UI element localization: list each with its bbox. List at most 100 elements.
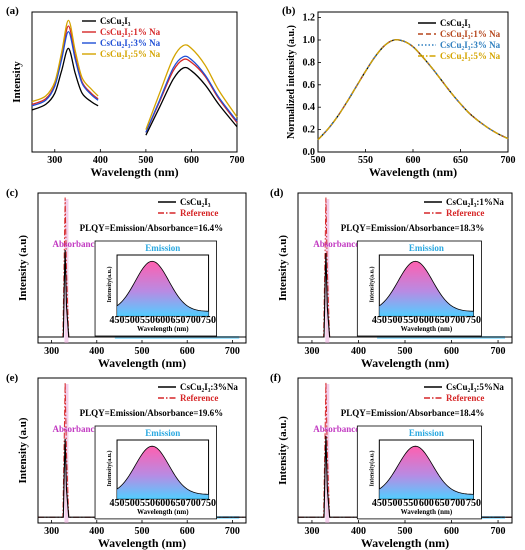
y-tick-label: 1.0 <box>303 35 316 46</box>
legend-entry: CsCu₂I₃:3%Na <box>180 382 238 392</box>
series-line-2 <box>31 30 99 107</box>
x-tick-label: 600 <box>444 526 459 537</box>
emission-curve <box>379 445 474 495</box>
legend-entry: Reference <box>446 208 484 218</box>
inset-x-tick-label: 750 <box>201 498 216 509</box>
panel-label: (d) <box>270 187 284 199</box>
series-line-3 <box>31 19 99 103</box>
legend-entry: CsCu₂I₃ <box>100 16 131 26</box>
legend-entry: CsCu₂I₃ <box>440 18 471 28</box>
x-tick-label: 300 <box>304 346 319 357</box>
x-tick-label: 500 <box>398 526 413 537</box>
x-tick-label: 300 <box>304 526 319 537</box>
x-tick-label: 300 <box>47 155 62 166</box>
inset-x-axis-title: Wavelength (nm) <box>401 325 453 333</box>
emission-fill <box>379 446 474 499</box>
inset-y-axis-title: Intensity(a.u.) <box>106 450 113 486</box>
x-axis-title: Wavelength (nm) <box>369 165 457 179</box>
inset-x-axis-title: Wavelength (nm) <box>401 508 453 516</box>
x-tick-label: 700 <box>225 346 240 357</box>
x-axis-title: Wavelength (nm) <box>98 536 186 550</box>
series-line-3 <box>317 39 509 141</box>
inset-y-axis-title: Intensity(a.u.) <box>368 450 375 486</box>
x-tick-label: 500 <box>398 346 413 357</box>
inset-x-tick-label: 750 <box>201 315 216 326</box>
inset-x-tick-label: 450 <box>110 315 125 326</box>
inset-x-tick-label: 500 <box>388 315 403 326</box>
legend-entry: CsCu₂I₃:1%Na <box>446 197 504 207</box>
inset-x-tick-label: 650 <box>435 498 450 509</box>
plqy-text: PLQY=Emission/Absorbance=19.6% <box>80 408 224 418</box>
x-tick-label: 400 <box>89 526 104 537</box>
legend-entry: Reference <box>180 393 218 403</box>
emission-label: Emission <box>409 243 444 253</box>
x-tick-label: 400 <box>351 346 366 357</box>
inset-x-tick-label: 750 <box>466 315 481 326</box>
plqy-text: PLQY=Emission/Absorbance=18.4% <box>341 408 485 418</box>
series-line-1 <box>31 25 99 106</box>
inset: Emission 450 500 550 600 650 700 750 Wavelength … <box>94 240 217 337</box>
y-axis-title: Intensity (a.u.) <box>277 416 289 485</box>
y-tick-label: 0.4 <box>303 102 316 113</box>
y-axis-title: Intensity (a.u) <box>17 235 29 301</box>
x-tick-label: 550 <box>358 155 373 166</box>
series-line-2 <box>145 55 238 133</box>
emission-curve <box>116 260 209 312</box>
absorbance-label: Absorbance <box>313 239 359 249</box>
x-axis-title: Wavelength (nm) <box>98 356 186 370</box>
y-tick-label: 0.0 <box>303 147 316 158</box>
emission-fill <box>117 446 209 499</box>
x-tick-label: 700 <box>230 155 245 166</box>
y-tick-label: 1.2 <box>303 13 316 24</box>
series-line-0 <box>145 66 238 136</box>
x-tick-label: 500 <box>138 155 153 166</box>
series-line-sample <box>38 249 246 338</box>
panel-a: 300 400 500 600 700 Wavelength (nm) Intensity (… <box>6 5 245 179</box>
legend-entry: CsCu₂I₃:1% Na <box>100 27 161 37</box>
legend-entry: CsCu₂I₃:5%Na <box>446 382 504 392</box>
inset: Emission 450 500 550 600 650 700 750 Wavelength … <box>94 425 217 520</box>
inset-x-tick-label: 600 <box>419 315 434 326</box>
y-tick-label: 0.8 <box>303 57 316 68</box>
x-axis-title: Wavelength (nm) <box>90 165 178 179</box>
inset-x-tick-label: 600 <box>419 498 434 509</box>
x-axis-title: Wavelength (nm) <box>361 356 449 370</box>
y-tick-label: 0.2 <box>303 125 316 136</box>
absorbance-label: Absorbance <box>52 424 98 434</box>
series-line-3 <box>145 44 238 130</box>
inset-x-tick-label: 600 <box>155 315 170 326</box>
inset-x-tick-label: 500 <box>125 498 140 509</box>
panel-b: 500 550 600 650 700 Wavelength (nm) Normalized… <box>282 5 516 179</box>
inset: Emission 450 500 550 600 650 700 750 Wavelength … <box>356 240 482 337</box>
y-tick-label: 0.6 <box>303 80 316 91</box>
series-line-sample <box>298 435 512 518</box>
panel-label: (a) <box>6 5 19 17</box>
inset-x-tick-label: 450 <box>372 498 387 509</box>
emission-curve <box>379 260 474 312</box>
panel-label: (e) <box>6 372 19 384</box>
inset-x-tick-label: 700 <box>186 498 201 509</box>
inset-y-axis-title: Intensity(a.u.) <box>368 266 375 302</box>
y-axis-title: Normalized intensity (a.u.) <box>286 25 297 139</box>
x-tick-label: 700 <box>225 526 240 537</box>
legend-entry: Reference <box>180 208 218 218</box>
inset-x-tick-label: 550 <box>140 498 155 509</box>
x-tick-label: 600 <box>184 155 199 166</box>
inset-x-tick-label: 500 <box>388 498 403 509</box>
inset-x-tick-label: 550 <box>140 315 155 326</box>
plot-frame <box>31 11 238 153</box>
emission-label: Emission <box>145 428 180 438</box>
plqy-text: PLQY=Emission/Absorbance=18.3% <box>341 223 485 233</box>
absorbance-label: Absorbance <box>52 239 98 249</box>
panel-label: (f) <box>270 372 281 384</box>
inset: Emission 450 500 550 600 650 700 750 Wavelength … <box>356 425 482 520</box>
x-tick-label: 600 <box>180 526 195 537</box>
inset-x-tick-label: 750 <box>466 498 481 509</box>
panel-label: (b) <box>282 5 296 17</box>
series-line-sample <box>38 438 246 518</box>
